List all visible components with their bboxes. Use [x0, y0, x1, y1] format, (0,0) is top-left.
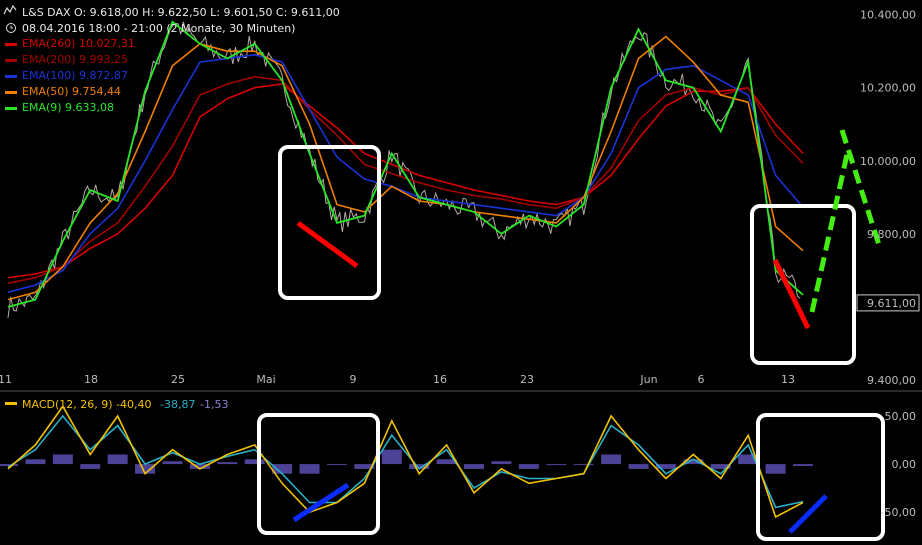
x-tick-label: 6	[698, 373, 705, 386]
legend-swatch	[5, 43, 17, 46]
series-ema50	[7, 35, 804, 301]
macd-legend-macd: MACD(12, 26, 9) -40,40	[22, 398, 152, 411]
legend-entry-ema9: EMA(9) 9.633,08	[22, 101, 114, 114]
macd-histogram-bar	[655, 464, 676, 469]
macd-y-tick-label: 0,00	[892, 458, 917, 471]
macd-histogram-bar	[381, 449, 402, 465]
macd-y-tick-label: -50,00	[881, 506, 916, 519]
x-tick-label: 9	[350, 373, 357, 386]
macd-histogram-bar	[189, 464, 210, 469]
macd-up-line-may	[292, 482, 350, 523]
macd-histogram-bar	[765, 464, 786, 474]
macd-legend-histogram: -1,53	[200, 398, 228, 411]
legend-swatch	[5, 59, 17, 62]
macd-histogram-bar	[573, 464, 594, 466]
macd-histogram-bar	[683, 459, 704, 465]
macd-histogram-bar	[491, 461, 512, 465]
macd-histogram-bar	[80, 464, 101, 469]
macd-histogram-bar	[710, 464, 731, 469]
clock-icon	[6, 23, 16, 33]
x-tick-label: 16	[433, 373, 447, 386]
chart-type-icon	[3, 4, 17, 15]
macd-histogram-bar	[162, 461, 183, 465]
macd-histogram-bar	[628, 464, 649, 469]
series-ema100	[7, 53, 804, 294]
legend-entry-ema260: EMA(260) 10.027,31	[22, 37, 135, 50]
down-trend-line-jun	[772, 258, 811, 330]
annotation-box-may-macd	[257, 413, 380, 535]
macd-histogram-bar	[25, 459, 46, 465]
macd-histogram-bar	[244, 459, 265, 465]
macd-y-tick-label: 50,00	[885, 410, 917, 423]
x-tick-label: Mai	[256, 373, 275, 386]
annotation-box-may-price	[278, 145, 381, 300]
projection-up-line	[809, 149, 851, 313]
series-macd	[7, 404, 804, 519]
macd-histogram-bar	[436, 459, 457, 465]
down-trend-line-may	[296, 220, 359, 269]
header-timestamp: 08.04.2016 18:00 - 21:00 (2 Monate, 30 M…	[22, 22, 295, 35]
x-tick-label: 25	[171, 373, 185, 386]
legend-swatch	[5, 107, 17, 110]
legend-swatch	[5, 75, 17, 78]
series-ema260	[7, 83, 804, 279]
series-ema9	[7, 20, 804, 308]
legend-entry-ema200: EMA(200) 9.993,25	[22, 53, 128, 66]
macd-histogram-bar	[217, 462, 238, 465]
macd-histogram-bar	[272, 464, 293, 474]
macd-histogram-bar	[546, 464, 567, 466]
annotation-box-jun-macd	[756, 413, 885, 541]
header-ohlc: L&S DAX O: 9.618,00 H: 9.622,50 L: 9.601…	[22, 6, 340, 19]
macd-histogram-bar	[793, 464, 813, 467]
macd-histogram-bar	[409, 464, 430, 469]
x-tick-label: 23	[520, 373, 534, 386]
x-tick-label: 18	[84, 373, 98, 386]
last-price-label: 9.611,00	[867, 297, 916, 310]
macd-legend-signal: -38,87	[160, 398, 195, 411]
last-price-box	[856, 294, 920, 312]
price-y-tick-label: 10.000,00	[860, 155, 916, 168]
macd-histogram-bar	[738, 454, 759, 465]
macd-histogram-bar	[326, 464, 347, 466]
macd-histogram-bar	[0, 464, 18, 467]
price-y-tick-label: 9.400,00	[867, 374, 916, 387]
legend-entry-ema100: EMA(100) 9.872,87	[22, 69, 128, 82]
annotation-box-jun-price	[750, 204, 856, 365]
macd-up-line-jun	[788, 494, 828, 534]
macd-histogram-bar	[135, 464, 156, 474]
x-tick-label: Jun	[639, 373, 657, 386]
x-tick-label: 11	[0, 373, 12, 386]
macd-histogram-bar	[354, 464, 375, 469]
macd-histogram-bar	[464, 464, 485, 469]
clock-hand-icon	[10, 25, 13, 29]
macd-histogram-bar	[518, 464, 539, 469]
series-ema200	[7, 75, 804, 284]
legend-swatch	[5, 91, 17, 94]
macd-histogram-bar	[52, 454, 73, 465]
macd-histogram-bar	[601, 454, 622, 465]
macd-histogram-bar	[299, 464, 320, 474]
x-tick-label: 13	[781, 373, 795, 386]
macd-histogram-bar	[107, 454, 128, 465]
price-y-tick-label: 10.200,00	[860, 82, 916, 95]
macd-legend-swatch	[5, 402, 17, 405]
price-y-tick-label: 10.400,00	[860, 9, 916, 22]
price-line	[7, 21, 801, 318]
legend-entry-ema50: EMA(50) 9.754,44	[22, 85, 121, 98]
price-y-tick-label: 9.800,00	[867, 228, 916, 241]
series-signal	[7, 414, 804, 509]
